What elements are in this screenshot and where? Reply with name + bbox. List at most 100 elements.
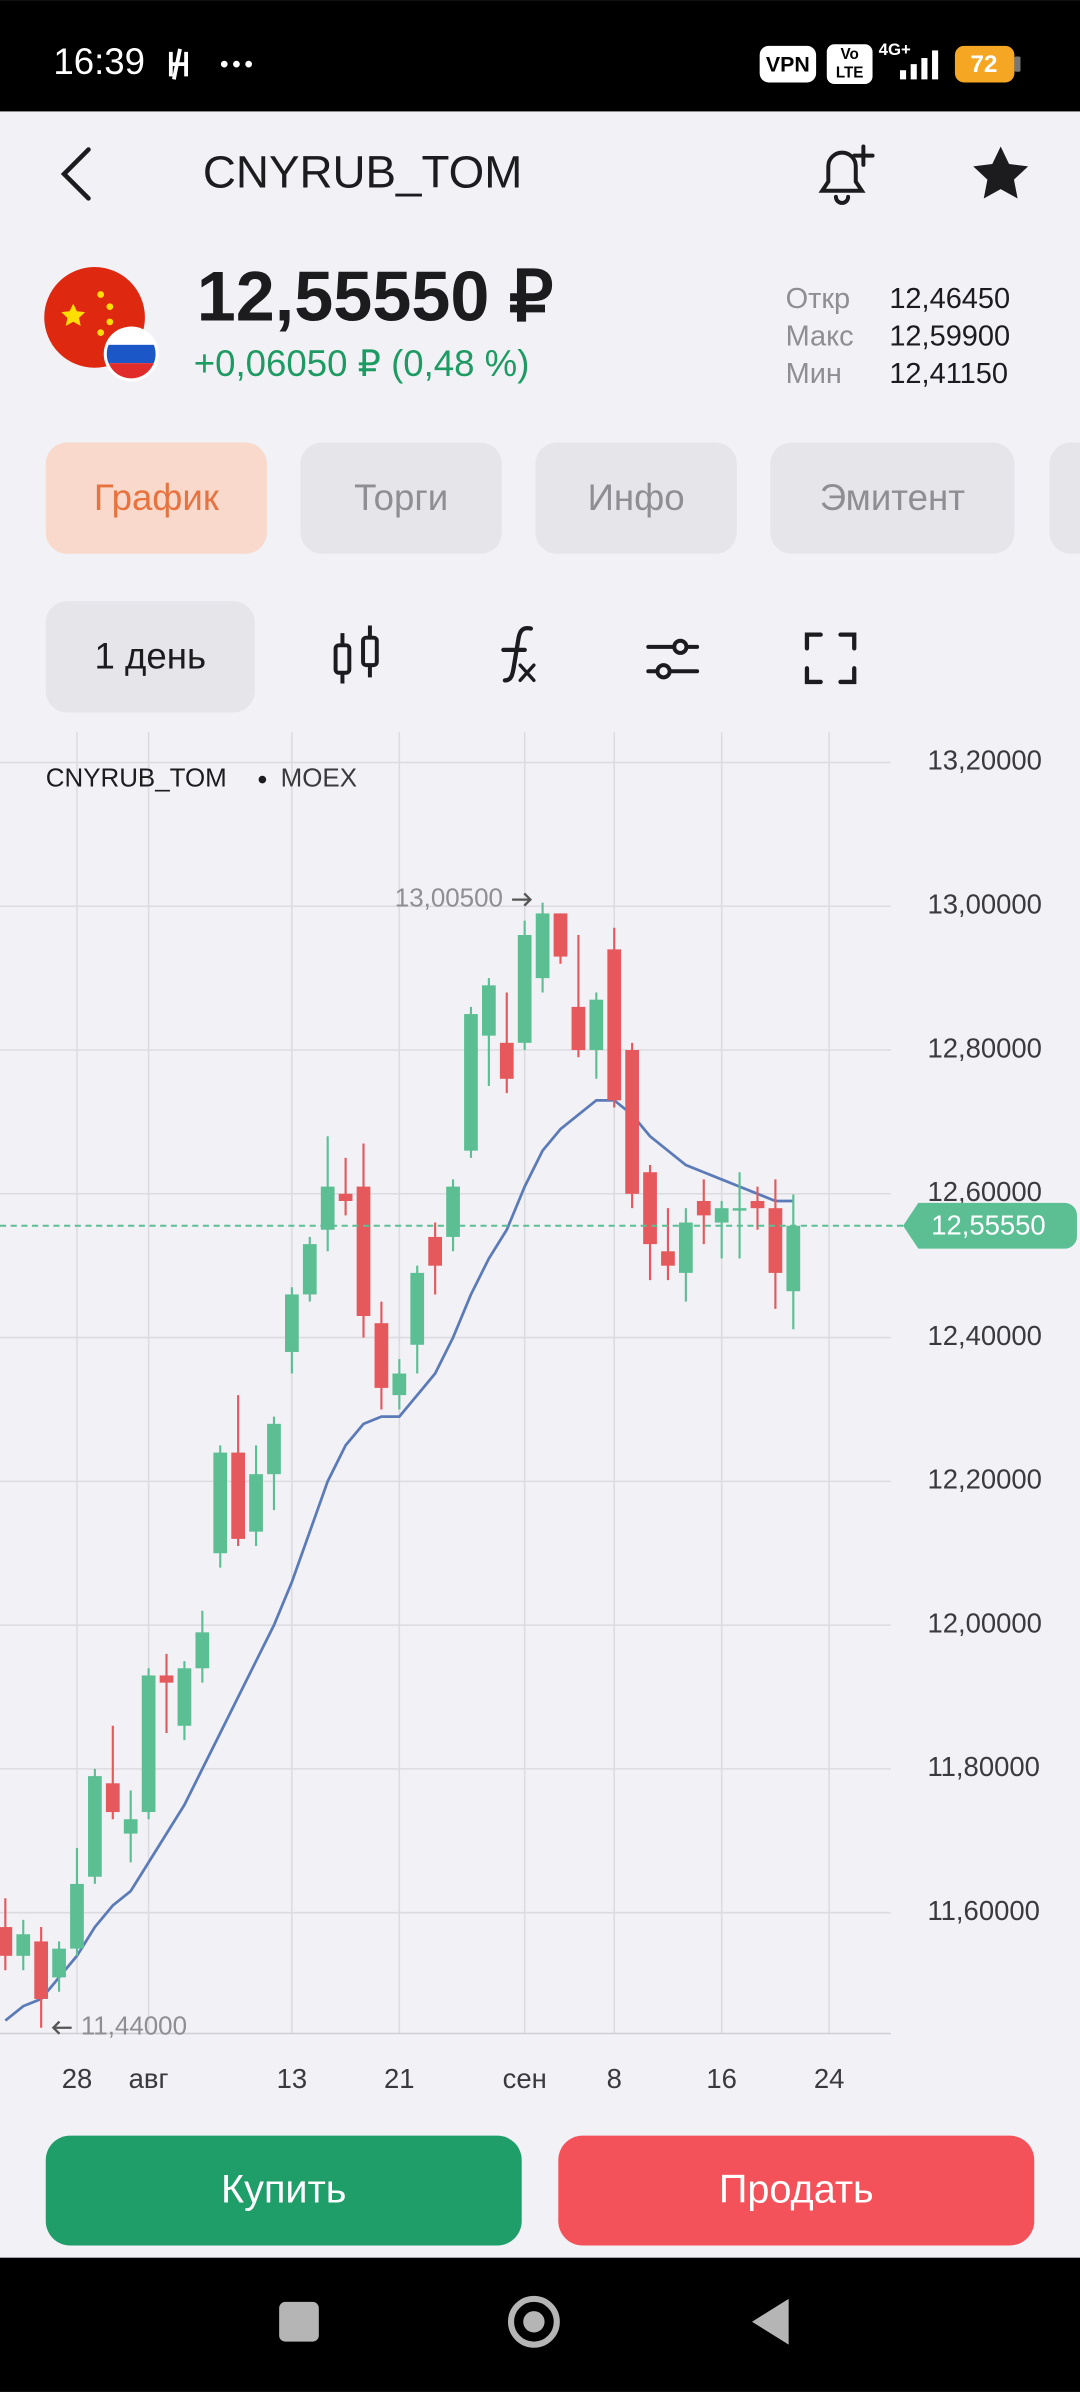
- y-tick-label: 13,00000: [927, 888, 1041, 919]
- candle-body: [625, 1050, 639, 1194]
- volte-text: LTE: [836, 64, 864, 81]
- candle-body: [302, 1244, 317, 1295]
- last-price-label: 12,55550: [931, 1210, 1045, 1241]
- candle-body: [267, 1423, 281, 1475]
- vpn-text: VPN: [766, 52, 810, 76]
- candle-body: [141, 1675, 156, 1813]
- chart-type-button[interactable]: [333, 625, 379, 684]
- status-bar: [0, 0, 1080, 112]
- candle-body: [320, 1186, 335, 1230]
- buy-button[interactable]: [45, 2135, 522, 2246]
- legend-dot: [258, 775, 267, 784]
- candle-body: [482, 985, 496, 1036]
- candle-body: [696, 1200, 711, 1216]
- candle-body: [285, 1294, 299, 1352]
- candle-body: [249, 1474, 263, 1532]
- sell-button[interactable]: [558, 2135, 1035, 2246]
- tab[interactable]: [770, 442, 1015, 554]
- candle-body: [356, 1186, 371, 1317]
- battery-tip: [1014, 56, 1021, 72]
- y-tick-label: 11,60000: [927, 1895, 1039, 1926]
- tab[interactable]: [535, 442, 737, 554]
- candle-body: [0, 1927, 13, 1956]
- x-tick-label: 28: [62, 2063, 93, 2094]
- tab-label: Эмитент: [820, 477, 965, 518]
- candle-body: [446, 1186, 460, 1237]
- stat-value: 12,59900: [889, 321, 1010, 353]
- candle-body: [464, 1014, 478, 1151]
- stat-label: Мин: [786, 358, 842, 390]
- tab-label: Торги: [354, 477, 448, 518]
- back-button[interactable]: [60, 147, 91, 201]
- period-button[interactable]: [45, 601, 255, 713]
- candle-body: [213, 1452, 228, 1554]
- volte-badge: [826, 44, 873, 84]
- tab-overflow[interactable]: [1049, 442, 1080, 554]
- candle-body: [88, 1776, 102, 1877]
- moving-average: [4, 1098, 794, 2022]
- candle-body: [768, 1208, 783, 1273]
- currency-flags: [44, 267, 159, 382]
- candle-body: [374, 1323, 389, 1388]
- candle-body: [410, 1272, 425, 1345]
- x-tick-label: 24: [814, 2063, 845, 2094]
- candle-body: [159, 1675, 174, 1683]
- fullscreen-button[interactable]: [804, 632, 857, 685]
- battery: [954, 45, 1015, 83]
- tabs: График Торги Инфо Эмитент: [45, 442, 1015, 554]
- candle-body: [553, 913, 568, 957]
- tab[interactable]: [45, 442, 267, 554]
- candle-body: [16, 1934, 31, 1956]
- sell-text: Продать: [719, 2168, 874, 2212]
- candle-body: [34, 1941, 49, 1999]
- candle-body: [338, 1193, 353, 1201]
- candle-body: [571, 1006, 586, 1051]
- candle-body: [714, 1208, 729, 1223]
- favorite-button[interactable]: [973, 146, 1029, 199]
- x-tick-label: 8: [607, 2063, 622, 2094]
- x-tick-label: сен: [503, 2063, 547, 2094]
- candle-body: [195, 1632, 210, 1669]
- alert-button[interactable]: [818, 144, 875, 205]
- y-tick-label: 12,80000: [927, 1032, 1041, 1063]
- current-price: 12,55550 ₽: [197, 257, 554, 336]
- signal-bars: [900, 50, 939, 80]
- candle-body: [123, 1819, 138, 1834]
- candle-body: [643, 1172, 657, 1245]
- y-tick-label: 13,20000: [927, 745, 1041, 776]
- candle-body: [786, 1225, 801, 1292]
- status-icon: [168, 48, 189, 80]
- candle-body: [535, 913, 550, 979]
- indicators-button[interactable]: [501, 626, 536, 683]
- tab-label: Инфо: [588, 477, 685, 518]
- nav-recents[interactable]: [279, 2301, 319, 2342]
- candle-body: [499, 1042, 514, 1079]
- nav-home[interactable]: [507, 2295, 560, 2348]
- annotation-label: 11,44000: [81, 2013, 187, 2041]
- candle-body: [52, 1948, 66, 1978]
- price-change: +0,06050 ₽ (0,48 %): [194, 343, 530, 384]
- annotation-arrow: [51, 2020, 72, 2035]
- network-text: 4G+: [879, 40, 911, 59]
- candle-body: [428, 1236, 443, 1266]
- candle-body: [177, 1668, 192, 1726]
- buy-text: Купить: [221, 2168, 346, 2212]
- stat-value: 12,41150: [889, 358, 1008, 390]
- x-tick-label: 21: [384, 2063, 415, 2094]
- nav-back[interactable]: [752, 2298, 789, 2345]
- candle-body: [70, 1883, 84, 1949]
- stat-label: Откр: [786, 283, 851, 315]
- y-tick-label: 12,00000: [927, 1607, 1041, 1638]
- candle-body: [678, 1222, 693, 1273]
- status-time: 16:39: [53, 41, 145, 82]
- candle-body: [732, 1208, 747, 1211]
- instrument-title: CNYRUB_TOM: [203, 147, 522, 198]
- period-text: 1 день: [94, 636, 206, 677]
- x-tick-label: 16: [706, 2063, 737, 2094]
- chart: 11,60000 11,80000 12,00000 12,20000 12,40000…: [0, 732, 1077, 2094]
- volte-text: Vo: [840, 46, 858, 63]
- tab[interactable]: [300, 442, 502, 554]
- settings-button[interactable]: [646, 638, 700, 680]
